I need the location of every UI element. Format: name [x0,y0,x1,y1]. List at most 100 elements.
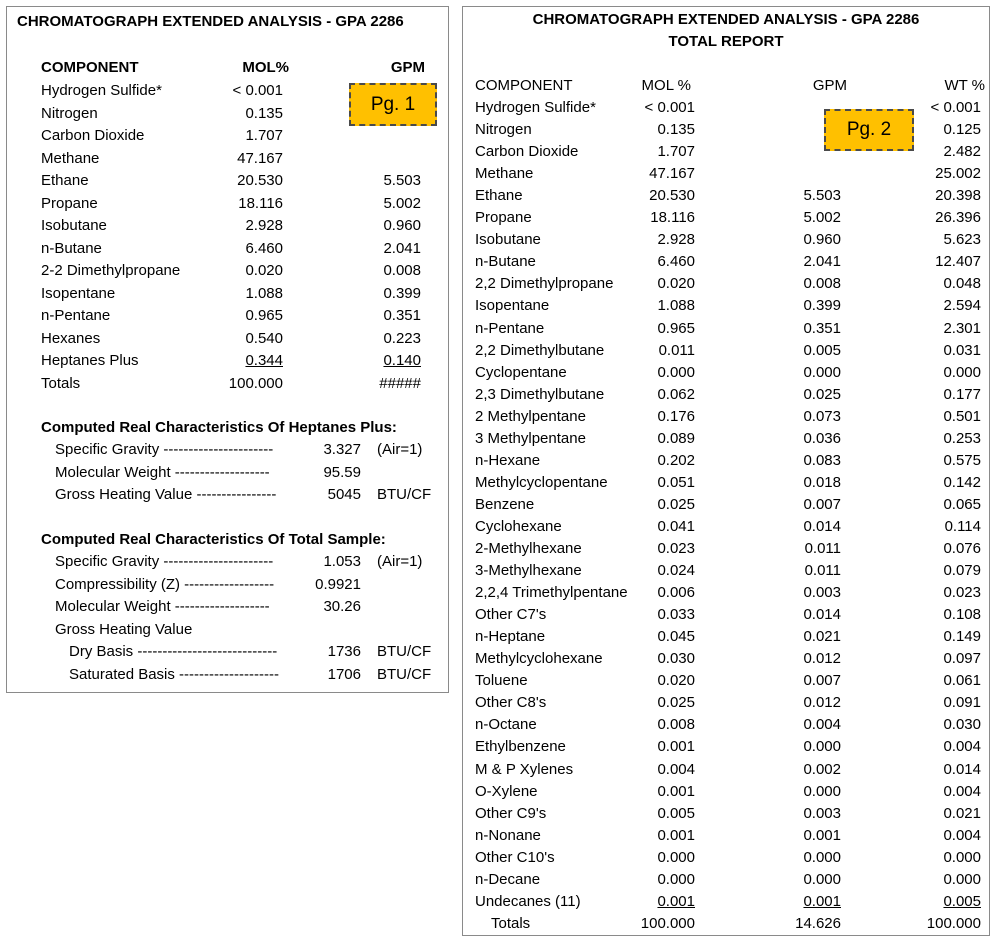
characteristic-label: Dry Basis ---------------------------- [69,643,278,660]
page2-title: CHROMATOGRAPH EXTENDED ANALYSIS - GPA 22… [532,11,920,28]
table-row-name: 2,2 Dimethylpropane [475,275,614,293]
table-row-mol: 0.011 [658,341,695,359]
table-row-gpm: 0.073 [803,407,841,425]
table-row-mol: 0.135 [245,104,283,122]
table-row-name: Toluene [475,672,528,690]
table-row-name: Undecanes (11) [475,892,581,910]
table-row-mol: 20.530 [649,187,695,205]
table-row-wt: 0.021 [943,804,981,822]
table-row-wt: 0.076 [943,540,981,557]
table-row-mol: 0.045 [657,628,695,646]
characteristic-label: Molecular Weight ------------------- [55,463,270,481]
table-row-mol: 0.176 [657,407,695,425]
table-row-gpm: 0.000 [803,363,841,381]
table-row-mol: 0.344 [245,352,283,369]
table-row-gpm: 0.002 [803,760,841,778]
table-row-name: Other C10's [475,848,555,866]
table-row-wt: 0.000 [943,848,981,866]
table-row-gpm: 0.011 [804,562,841,580]
table-row-gpm: 14.626 [795,914,841,932]
table-row-name: n-Nonane [475,826,541,844]
table-row-mol: 0.089 [657,429,695,447]
table-row-wt: 0.061 [943,672,981,690]
table-row-mol: 0.004 [657,760,695,778]
table-row-name: Ethylbenzene [475,738,566,756]
table-row-gpm: 0.007 [803,672,841,690]
table-row-gpm: ##### [379,374,421,392]
table-row-gpm: 0.399 [383,284,421,302]
page2-subtitle: TOTAL REPORT [668,33,784,50]
table-row-name: Propane [475,209,532,227]
table-row-gpm: 0.011 [804,540,841,557]
table-row-gpm: 2.041 [383,239,421,257]
characteristic-value: 1736 [327,643,361,660]
table-row-name: 2,2,4 Trimethylpentane [475,584,628,602]
table-row-name: Totals [491,914,531,932]
table-row-name: 3 Methylpentane [475,429,586,447]
characteristic-unit: (Air=1) [377,441,423,458]
table-row-gpm: 0.000 [803,738,841,756]
table-row-mol: 6.460 [657,253,695,271]
table-row-name: n-Octane [475,716,537,734]
table-row-name: Other C9's [475,804,547,822]
characteristic-value: 0.9921 [315,575,361,593]
table-row-mol: 1.707 [245,127,283,144]
characteristic-value: 1706 [327,665,361,683]
table-row-wt: 0.177 [943,385,981,403]
table-row-wt: 0.125 [943,121,981,139]
table-row-name: n-Hexane [475,451,541,469]
p1-header-component: COMPONENT [41,59,139,76]
table-row-wt: 0.114 [944,517,981,535]
table-row-name: O-Xylene [475,782,538,800]
table-row-gpm: 0.021 [803,628,841,646]
table-row-name: Cyclopentane [475,363,567,381]
table-row-wt: 0.005 [943,892,981,910]
table-row-mol: 47.167 [649,165,695,183]
p2-header-gpm: GPM [812,77,847,94]
table-row-gpm: 0.000 [803,848,841,866]
table-row-mol: 0.020 [657,275,695,293]
table-row-wt: 100.000 [926,914,981,932]
table-row-name: 2 Methylpentane [475,407,586,425]
characteristic-unit: BTU/CF [377,486,432,503]
table-row-wt: 12.407 [935,253,981,271]
table-row-mol: 0.020 [245,262,283,279]
page1-title: CHROMATOGRAPH EXTENDED ANALYSIS - GPA 22… [17,13,404,30]
table-row-name: n-Butane [475,253,536,271]
table-row-mol: 1.088 [245,284,283,302]
table-row-wt: 0.000 [943,870,981,888]
table-row-name: Hydrogen Sulfide* [475,99,596,116]
table-row-mol: 0.025 [657,694,695,712]
table-row-name: Ethane [41,172,89,189]
table-row-gpm: 2.041 [803,253,841,271]
table-row-name: Cyclohexane [475,517,562,535]
table-row-wt: 25.002 [935,165,981,183]
table-row-mol: 0.008 [657,716,695,734]
table-row-name: Carbon Dioxide [41,127,145,144]
table-row-name: Methane [41,149,100,167]
table-row-wt: 20.398 [935,187,981,205]
table-row-mol: 0.041 [657,517,695,535]
table-row-wt: 0.097 [943,650,981,668]
table-row-wt: 2.301 [943,319,981,337]
table-row-gpm: 0.001 [803,826,841,844]
table-row-mol: 0.020 [657,672,695,690]
p2-header-wt: WT % [944,77,985,94]
characteristic-unit: BTU/CF [377,665,432,683]
characteristic-unit: (Air=1) [377,553,423,570]
table-row-gpm: 0.000 [803,782,841,800]
table-row-name: 2-2 Dimethylpropane [41,262,181,279]
table-row-gpm: 0.083 [803,451,841,469]
characteristic-label: Saturated Basis -------------------- [69,665,279,683]
table-row-name: Isopentane [475,297,550,315]
characteristic-value: 95.59 [323,463,361,481]
table-row-wt: 0.000 [943,363,981,381]
table-row-name: 2-Methylhexane [475,540,582,557]
page2-badge: Pg. 2 [824,109,914,151]
characteristic-label: Molecular Weight ------------------- [55,598,270,615]
table-row-gpm: 5.002 [383,194,421,212]
table-row-wt: 2.482 [943,143,981,161]
page1-panel: CHROMATOGRAPH EXTENDED ANALYSIS - GPA 22… [6,6,449,693]
table-row-gpm: 0.005 [803,341,841,359]
table-row-name: Methylcyclopentane [475,473,608,491]
